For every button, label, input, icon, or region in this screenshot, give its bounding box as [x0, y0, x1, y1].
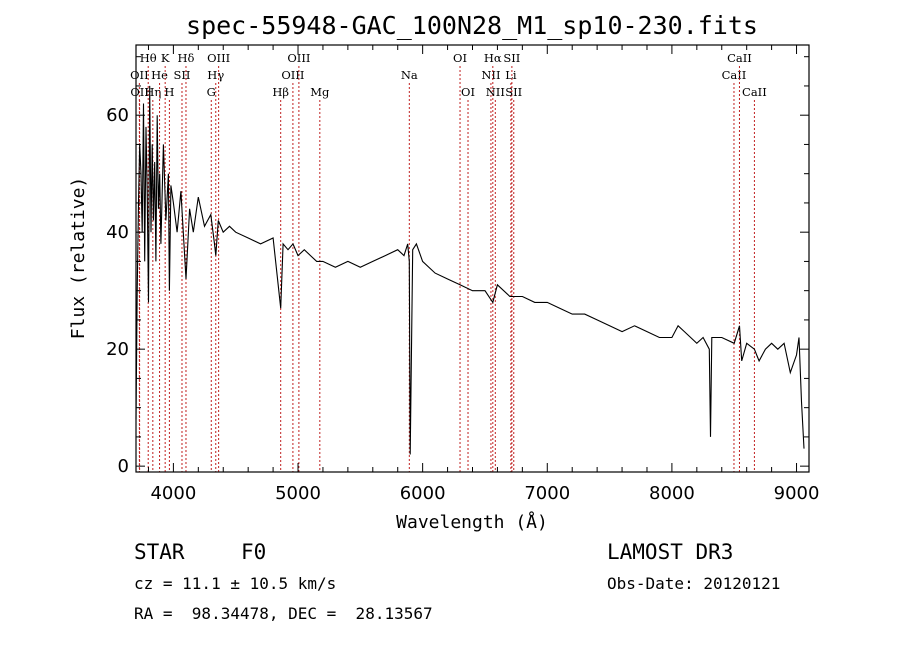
x-tick-label: 6000	[400, 483, 446, 504]
spectral-line-label: SII	[503, 51, 520, 65]
spectral-line-label: Na	[401, 68, 418, 82]
spectral-line-label: Li	[505, 68, 517, 82]
x-tick-label: 5000	[275, 483, 321, 504]
y-tick-label: 40	[106, 222, 129, 243]
spectral-line-label: He	[151, 68, 168, 82]
spectral-line-label: NII	[486, 85, 505, 99]
spectral-line-label: Mg	[310, 85, 330, 99]
spectral-line-label: Hβ	[272, 85, 289, 99]
object-class: STAR	[134, 540, 185, 564]
y-tick-label: 60	[106, 105, 129, 126]
spectral-line-label: OIII	[207, 51, 230, 65]
spectral-line-label: OI	[461, 85, 475, 99]
y-axis-label: Flux (relative)	[68, 177, 89, 340]
spectral-line-label: OII	[130, 85, 149, 99]
axis-ticks: 4000 5000 6000 7000 8000 9000 0 20 40 60	[106, 45, 819, 504]
spectral-line-label: SII	[505, 85, 522, 99]
spectral-line-label: CaII	[722, 68, 747, 82]
spectral-line-label: G	[207, 85, 216, 99]
object-subclass: F0	[241, 540, 267, 564]
spectral-line-label: Hη	[144, 85, 161, 99]
spectral-line-label: SII	[174, 68, 191, 82]
spectral-line-label: OI	[453, 51, 467, 65]
x-axis-label: Wavelength (Å)	[396, 511, 548, 533]
spectral-line-label: Hα	[484, 51, 502, 65]
x-tick-label: 8000	[649, 483, 695, 504]
y-tick-label: 0	[118, 456, 129, 477]
spectral-line-label: OIII	[287, 51, 310, 65]
x-tick-label: 7000	[524, 483, 570, 504]
spectral-line-label: CaII	[727, 51, 752, 65]
sky-coordinates: RA = 98.34478, DEC = 28.13567	[134, 604, 433, 623]
spectral-line-label: OII	[130, 68, 149, 82]
spectral-line-label: Hδ	[177, 51, 194, 65]
survey-name: LAMOST DR3	[607, 540, 734, 564]
line-markers: OIIOIIHθHηHeKHSIIHδGHγOIIIHβOIIIOIIIMgNa…	[130, 51, 767, 472]
spectral-line-label: Hθ	[140, 51, 157, 65]
redshift-cz: cz = 11.1 ± 10.5 km/s	[134, 574, 337, 593]
chart-title: spec-55948-GAC_100N28_M1_sp10-230.fits	[186, 11, 758, 40]
x-tick-label: 4000	[150, 483, 196, 504]
plot-frame	[135, 44, 810, 473]
spectral-line-label: CaII	[742, 85, 767, 99]
spectral-line-label: Hγ	[207, 68, 224, 82]
spectral-line-label: K	[161, 51, 170, 65]
spectral-line-label: NII	[481, 68, 500, 82]
flux-line	[135, 85, 805, 455]
y-tick-label: 20	[106, 339, 129, 360]
spectral-line-label: OIII	[281, 68, 304, 82]
x-tick-label: 9000	[774, 483, 820, 504]
spectral-line-label: H	[164, 85, 174, 99]
observation-date: Obs-Date: 20120121	[607, 574, 781, 593]
